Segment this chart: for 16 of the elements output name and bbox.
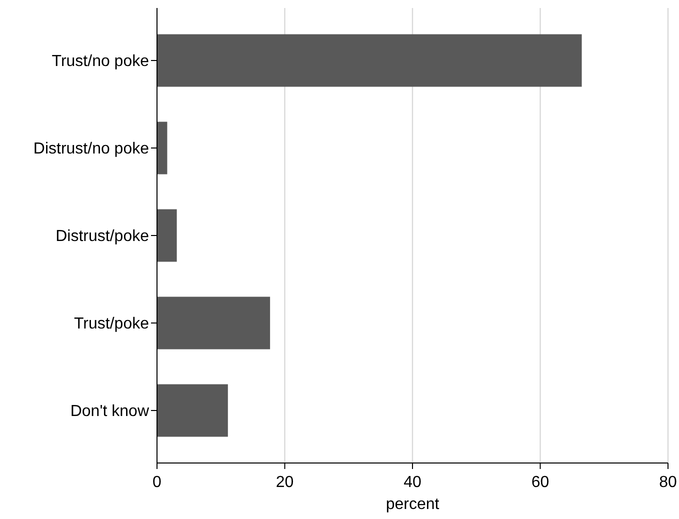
- bar: [157, 122, 168, 174]
- y-tick-label: Don't know: [70, 403, 150, 420]
- x-tick-label: 0: [152, 474, 162, 491]
- x-tick-label: 60: [531, 474, 550, 491]
- x-tick-label: 20: [276, 474, 294, 491]
- bar: [157, 209, 177, 262]
- x-tick-label: 80: [659, 474, 677, 491]
- bar: [157, 34, 582, 87]
- y-tick-label: Trust/poke: [74, 316, 150, 333]
- bar: [157, 296, 270, 350]
- y-tick-label: Trust/no poke: [52, 53, 150, 70]
- y-tick-label: Distrust/poke: [56, 228, 150, 246]
- bar: [157, 384, 228, 437]
- x-tick-label: 40: [404, 474, 422, 491]
- y-tick-label: Distrust/no poke: [33, 140, 150, 158]
- x-axis-title: percent: [386, 496, 440, 513]
